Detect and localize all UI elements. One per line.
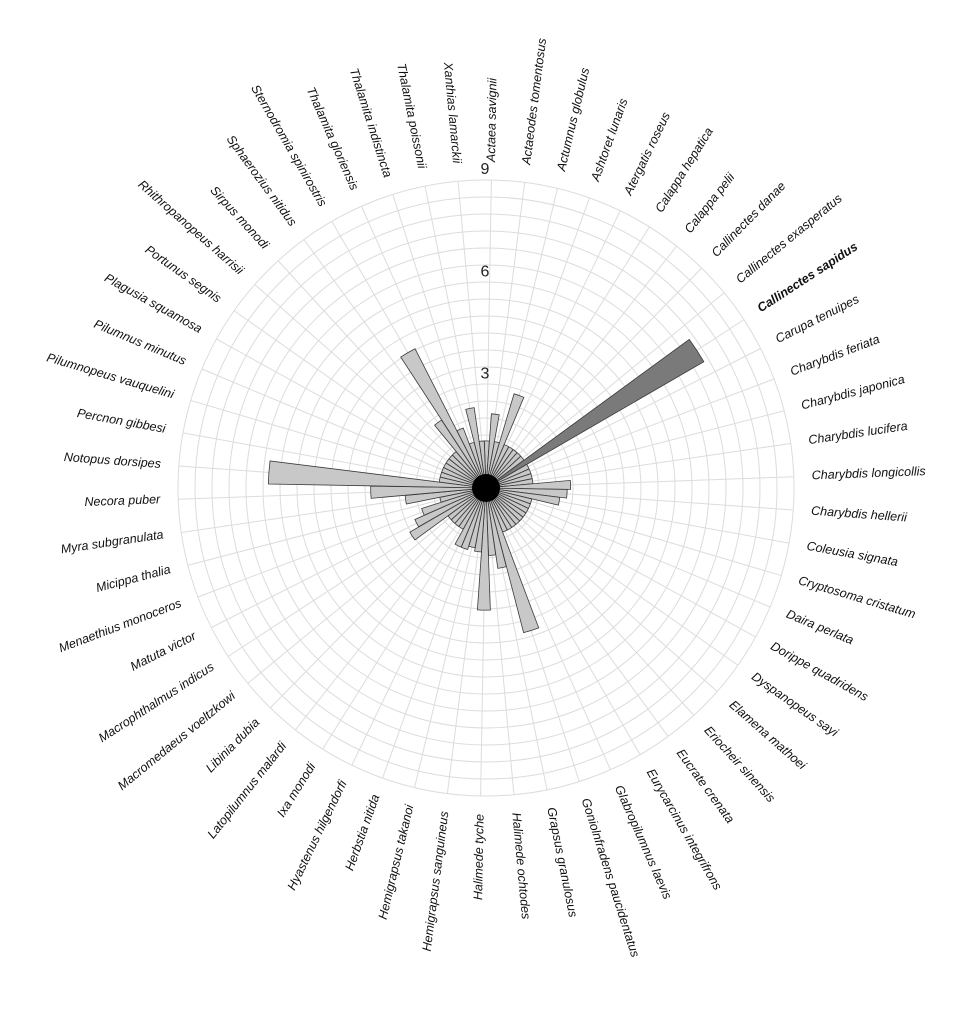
category-label: Ashtoret lunaris (588, 97, 631, 184)
grid-spoke (496, 495, 739, 666)
grid-ring (347, 349, 625, 627)
grid-spoke (322, 498, 480, 750)
category-label: Libinia dubia (203, 715, 262, 775)
grid-spoke (498, 410, 785, 486)
grid-spoke (488, 188, 558, 476)
category-label: Actaeodes tomentosus (519, 37, 549, 166)
grid-spoke (254, 284, 477, 480)
category-label: Matuta victor (128, 628, 199, 673)
category-label: Xanthias lamarckii (441, 61, 464, 165)
category-label: Charybdis japonica (800, 372, 906, 412)
category-label: Myra subgranulata (60, 527, 165, 556)
category-label: Cryptosoma cristatum (797, 573, 918, 621)
grid-spoke (492, 226, 650, 478)
grid-spoke (498, 491, 782, 577)
grid-spoke (216, 338, 475, 483)
grid-ring (211, 213, 761, 763)
grid-spoke (498, 442, 791, 487)
center-hub (472, 474, 500, 502)
category-label: Macrophthalmus indicus (96, 660, 217, 745)
category-label: Micippa thalia (94, 562, 172, 595)
category-label: Grapsus granulosus (544, 806, 580, 918)
category-label: Atergatis roseus (621, 110, 673, 198)
grid-spoke (492, 499, 641, 755)
category-label: Herbstia nitida (342, 792, 382, 872)
grid-spoke (269, 496, 478, 709)
grid-spoke (392, 194, 483, 476)
grid-ring (296, 298, 676, 678)
category-label: Charybdis hellerii (811, 504, 909, 525)
grid-spoke (414, 500, 484, 788)
category-label: Daira perlata (784, 607, 855, 648)
grid-spoke (294, 497, 479, 731)
bar-series (267, 338, 705, 634)
r-tick-label: 9 (481, 161, 490, 178)
grid-ring (262, 264, 710, 712)
category-label: Halimede ochtodes (509, 812, 533, 920)
category-label: Actumnus globulus (554, 66, 592, 173)
category-label: Macromedaeus voeltzkowi (115, 688, 239, 793)
grid-spoke (233, 310, 476, 481)
r-tick-label: 6 (481, 263, 490, 280)
category-label: Hemigrapsus takanoi (376, 802, 417, 921)
category-label: Pilumnopeus vauquelini (45, 350, 177, 401)
category-label: Notopus dorsipes (63, 450, 161, 471)
grid-spoke (497, 492, 771, 608)
grid-ring (279, 281, 693, 695)
category-label: Calappa pelii (682, 169, 738, 235)
grid-spoke (497, 348, 761, 483)
grid-spoke (490, 499, 611, 770)
grid-spoke (182, 432, 474, 487)
r-tick-label: 3 (481, 366, 490, 383)
category-label: Charybdis feriata (788, 332, 881, 379)
grid-spoke (494, 267, 703, 480)
category-label: Ixa monodi (274, 759, 319, 819)
category-label: Actaea savignii (484, 77, 500, 164)
grid-spoke (485, 180, 492, 476)
grid-spoke (495, 496, 718, 692)
radial-axis-ticks: 3 6 9 (481, 161, 490, 383)
grid-spoke (497, 493, 756, 638)
grid-spoke (495, 292, 725, 481)
category-label: Hemigrapsus sanguineus (420, 810, 452, 952)
grid-spoke (201, 368, 475, 484)
category-label: Thalamita indistincta (347, 66, 395, 179)
category-label: Halimede tyche (471, 814, 487, 900)
grid-spoke (491, 210, 621, 477)
grid-ring (194, 196, 778, 780)
grid-spoke (497, 378, 775, 484)
category-label: Percnon gibbesi (76, 406, 168, 436)
category-label: Carupa tenuipes (773, 292, 861, 346)
grid-spoke (457, 181, 486, 476)
category-label: Charybdis lucifera (807, 419, 908, 447)
grid-ring (228, 230, 744, 746)
category-label: Coleusia signata (806, 539, 899, 569)
grid-spoke (247, 495, 477, 684)
grid-ring (245, 247, 727, 729)
grid-spoke (494, 497, 695, 716)
grid-spoke (277, 260, 478, 479)
grid-ring (177, 179, 795, 797)
category-label: Rhithropanopeus harrisii (135, 177, 247, 278)
category-label: Pilumnus minutus (92, 317, 188, 368)
category-label: Charybdis longicollis (811, 464, 925, 482)
grid-spoke (190, 399, 474, 485)
grid-spoke (493, 498, 669, 737)
grid-ring (313, 315, 659, 661)
grid-spoke (493, 245, 678, 479)
grid-spoke (187, 490, 474, 566)
category-label: Thalamita poissonii (394, 62, 429, 171)
category-label: Necora puber (84, 492, 161, 509)
grid-ring (330, 332, 642, 644)
